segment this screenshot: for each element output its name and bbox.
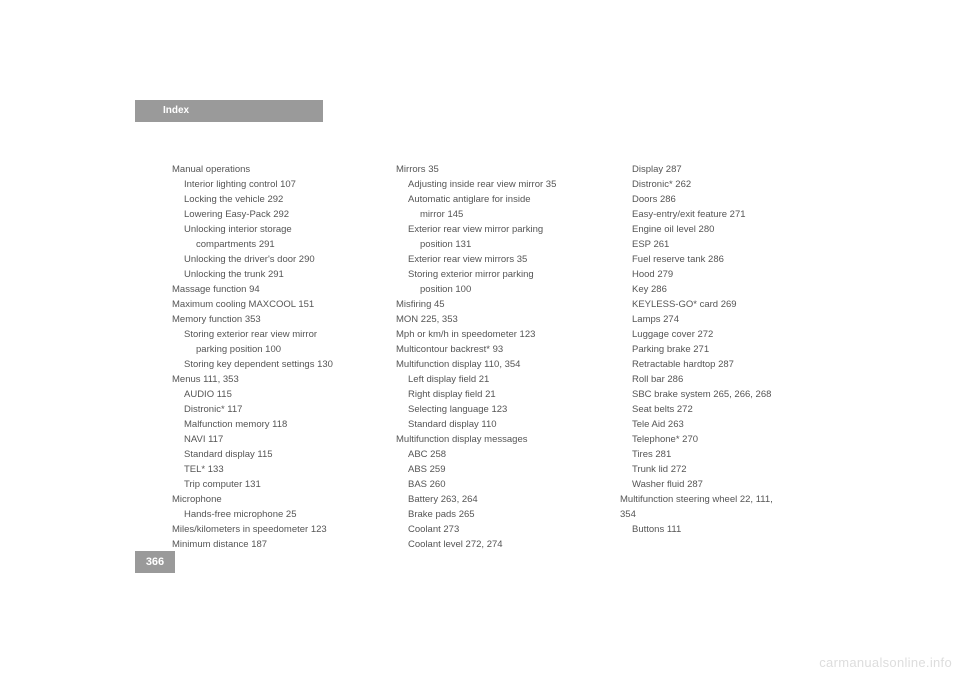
column-2: Mirrors 35Adjusting inside rear view mir… [396,162,600,552]
index-entry: Tele Aid 263 [620,417,824,432]
index-entry: Exterior rear view mirror parking [396,222,600,237]
page-number-text: 366 [146,556,164,568]
index-entry: position 100 [396,282,600,297]
index-entry: Mirrors 35 [396,162,600,177]
index-entry: Storing key dependent settings 130 [172,357,376,372]
index-entry: Unlocking the trunk 291 [172,267,376,282]
index-entry: Multifunction display messages [396,432,600,447]
index-entry: compartments 291 [172,237,376,252]
index-entry: Brake pads 265 [396,507,600,522]
index-content: Manual operationsInterior lighting contr… [172,162,824,552]
page-number: 366 [135,551,175,573]
index-entry: Distronic* 262 [620,177,824,192]
index-entry: mirror 145 [396,207,600,222]
index-entry: Key 286 [620,282,824,297]
index-entry: TEL* 133 [172,462,376,477]
index-entry: Storing exterior rear view mirror [172,327,376,342]
index-entry: Doors 286 [620,192,824,207]
index-entry: KEYLESS-GO* card 269 [620,297,824,312]
index-entry: BAS 260 [396,477,600,492]
index-entry: Adjusting inside rear view mirror 35 [396,177,600,192]
index-entry: Right display field 21 [396,387,600,402]
index-entry: Fuel reserve tank 286 [620,252,824,267]
index-entry: parking position 100 [172,342,376,357]
index-entry: Exterior rear view mirrors 35 [396,252,600,267]
index-entry: Trip computer 131 [172,477,376,492]
index-entry: AUDIO 115 [172,387,376,402]
index-entry: Unlocking the driver's door 290 [172,252,376,267]
index-entry: Miles/kilometers in speedometer 123 [172,522,376,537]
index-entry: Mph or km/h in speedometer 123 [396,327,600,342]
watermark: carmanualsonline.info [819,655,952,670]
index-entry: Unlocking interior storage [172,222,376,237]
tab-label: Index [163,105,189,116]
index-entry: Coolant level 272, 274 [396,537,600,552]
index-entry: Easy-entry/exit feature 271 [620,207,824,222]
index-entry: 354 [620,507,824,522]
index-entry: Display 287 [620,162,824,177]
index-entry: Automatic antiglare for inside [396,192,600,207]
index-entry: Lowering Easy-Pack 292 [172,207,376,222]
index-entry: Buttons 111 [620,522,824,537]
index-entry: Misfiring 45 [396,297,600,312]
index-entry: Massage function 94 [172,282,376,297]
index-entry: Interior lighting control 107 [172,177,376,192]
column-3: Display 287Distronic* 262Doors 286Easy-e… [620,162,824,552]
index-entry: Seat belts 272 [620,402,824,417]
watermark-text: carmanualsonline.info [819,655,952,670]
index-entry: Trunk lid 272 [620,462,824,477]
index-entry: Coolant 273 [396,522,600,537]
index-entry: Engine oil level 280 [620,222,824,237]
index-entry: Hands-free microphone 25 [172,507,376,522]
index-entry: Maximum cooling MAXCOOL 151 [172,297,376,312]
index-entry: Storing exterior mirror parking [396,267,600,282]
index-entry: Selecting language 123 [396,402,600,417]
index-entry: Microphone [172,492,376,507]
index-entry: ABS 259 [396,462,600,477]
index-entry: NAVI 117 [172,432,376,447]
index-tab: Index [135,100,323,122]
index-entry: MON 225, 353 [396,312,600,327]
index-entry: Malfunction memory 118 [172,417,376,432]
index-entry: Retractable hardtop 287 [620,357,824,372]
index-entry: Luggage cover 272 [620,327,824,342]
index-entry: Menus 111, 353 [172,372,376,387]
index-entry: Multifunction display 110, 354 [396,357,600,372]
index-entry: Hood 279 [620,267,824,282]
index-entry: SBC brake system 265, 266, 268 [620,387,824,402]
index-entry: ABC 258 [396,447,600,462]
index-entry: Roll bar 286 [620,372,824,387]
index-entry: Multicontour backrest* 93 [396,342,600,357]
index-entry: Tires 281 [620,447,824,462]
index-entry: Locking the vehicle 292 [172,192,376,207]
column-1: Manual operationsInterior lighting contr… [172,162,376,552]
index-entry: Minimum distance 187 [172,537,376,552]
index-entry: ESP 261 [620,237,824,252]
index-entry: position 131 [396,237,600,252]
index-entry: Distronic* 117 [172,402,376,417]
index-entry: Memory function 353 [172,312,376,327]
index-entry: Parking brake 271 [620,342,824,357]
index-entry: Left display field 21 [396,372,600,387]
index-entry: Manual operations [172,162,376,177]
index-entry: Lamps 274 [620,312,824,327]
index-entry: Standard display 110 [396,417,600,432]
index-entry: Telephone* 270 [620,432,824,447]
index-entry: Standard display 115 [172,447,376,462]
index-entry: Battery 263, 264 [396,492,600,507]
index-entry: Washer fluid 287 [620,477,824,492]
index-entry: Multifunction steering wheel 22, 111, [620,492,824,507]
